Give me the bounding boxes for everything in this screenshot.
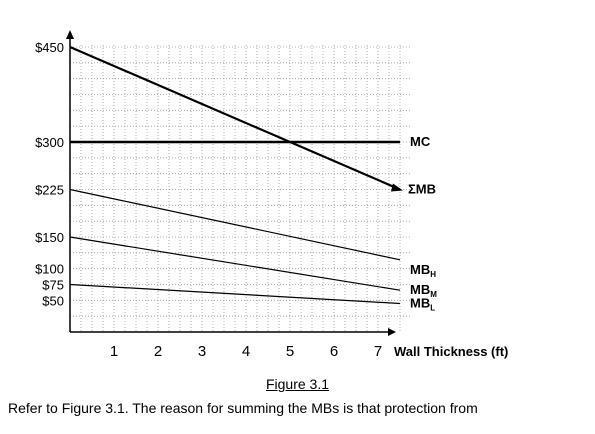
y-axis-arrow [66, 30, 74, 39]
series-label-subscript: L [430, 304, 435, 313]
x-tick-label: 3 [198, 343, 206, 360]
x-tick-label: 6 [330, 343, 338, 360]
series-line [69, 283, 401, 305]
series-label: MBH [410, 262, 436, 279]
y-tick-label: $50 [42, 293, 64, 308]
series-line [69, 236, 401, 291]
x-tick-label: 5 [286, 343, 294, 360]
figure-caption: Figure 3.1 [0, 376, 595, 392]
series-label: ΣMB [408, 182, 436, 197]
question-text: Refer to Figure 3.1. The reason for summ… [8, 400, 478, 416]
series-label-subscript: M [430, 290, 437, 299]
series-arrow [391, 183, 403, 192]
series-lines [69, 45, 403, 305]
series-label-subscript: H [430, 270, 436, 279]
y-tick-label: $225 [35, 183, 64, 198]
chart: $450 $300 $225 $150 $100$75$50 1 2 3 4 5 6 7 Wall Th… [35, 30, 508, 360]
tick-labels: $450 $300 $225 $150 $100$75$50 1 2 3 4 5 6 7 Wall Th… [35, 40, 508, 360]
y-tick-label: $75 [42, 278, 64, 293]
x-tick-label: 4 [242, 343, 250, 360]
series-label: MBL [410, 296, 435, 313]
y-tick-label: $100 [35, 262, 64, 277]
x-axis-label: Wall Thickness (ft) [394, 344, 508, 359]
series-label: MC [410, 134, 431, 149]
series-line [69, 188, 401, 261]
grid [70, 45, 410, 332]
y-tick-label: $150 [35, 230, 64, 245]
y-tick-label: $300 [35, 135, 64, 150]
x-tick-label: 2 [154, 343, 162, 360]
y-tick-label: $450 [35, 40, 64, 55]
x-tick-label: 1 [110, 343, 118, 360]
x-axis-arrow [388, 328, 396, 336]
figure-caption-text: Figure 3.1 [265, 376, 330, 392]
x-tick-label: 7 [374, 343, 382, 360]
series-line [69, 45, 401, 191]
axes [66, 30, 396, 336]
